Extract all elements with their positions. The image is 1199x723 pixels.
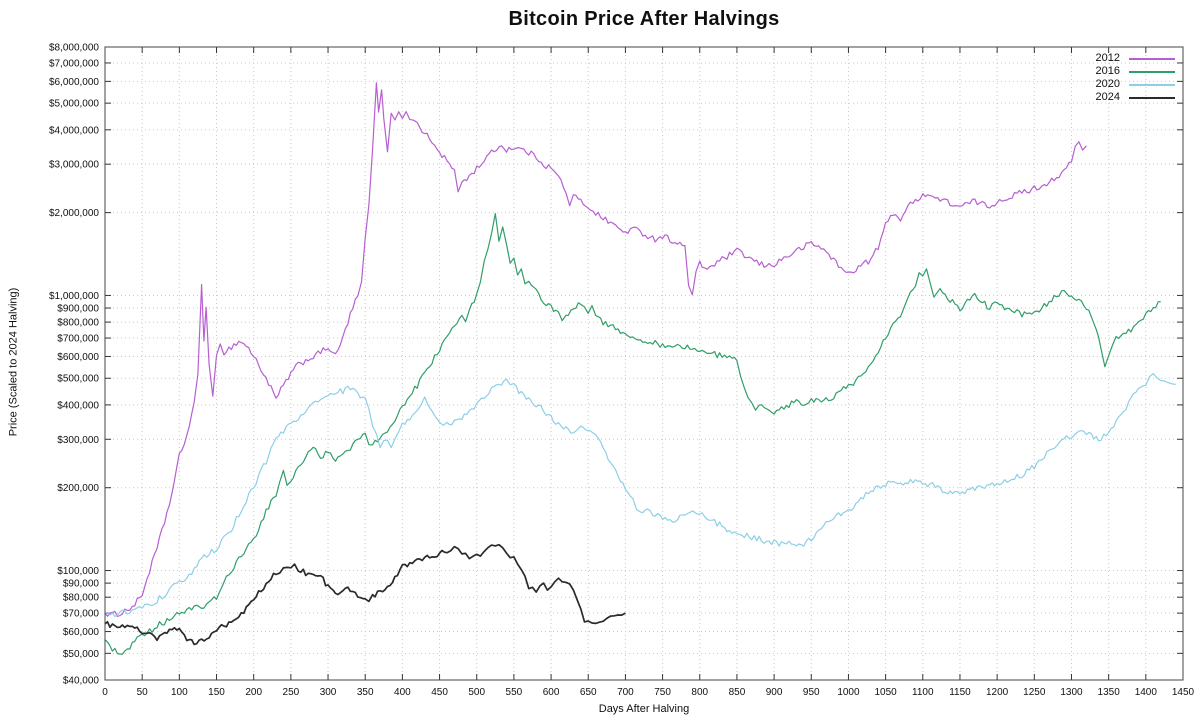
legend-label: 2020: [1095, 78, 1120, 90]
x-tick-label: 1300: [1060, 687, 1083, 698]
series-line-2012: [105, 82, 1087, 618]
y-tick-label: $80,000: [63, 593, 100, 604]
y-tick-label: $7,000,000: [49, 58, 99, 69]
x-tick-label: 100: [171, 687, 188, 698]
y-tick-label: $100,000: [57, 566, 99, 577]
x-tick-label: 1050: [874, 687, 897, 698]
chart-title: Bitcoin Price After Halvings: [508, 8, 780, 30]
y-tick-label: $300,000: [57, 435, 99, 446]
x-tick-label: 1150: [949, 687, 971, 698]
x-tick-label: 950: [803, 687, 820, 698]
series-line-2016: [105, 213, 1161, 655]
y-tick-label: $4,000,000: [49, 125, 99, 136]
x-tick-label: 250: [283, 687, 300, 698]
legend-line-sample: [1129, 70, 1175, 73]
legend-label: 2012: [1095, 52, 1120, 64]
x-tick-label: 150: [208, 687, 225, 698]
y-tick-label: $40,000: [63, 676, 100, 687]
legend-item-2016: 2016: [1096, 65, 1175, 78]
x-tick-label: 1350: [1098, 687, 1121, 698]
x-tick-label: 400: [394, 687, 411, 698]
plot-frame: [104, 46, 1184, 681]
y-tick-label: $3,000,000: [49, 160, 99, 171]
legend-line-sample: [1129, 57, 1175, 60]
y-tick-label: $500,000: [57, 374, 99, 385]
x-tick-label: 350: [357, 687, 374, 698]
legend-label: 2016: [1095, 65, 1120, 77]
x-tick-label: 700: [617, 687, 634, 698]
x-tick-label: 550: [506, 687, 523, 698]
y-tick-label: $900,000: [57, 304, 99, 315]
y-tick-label: $600,000: [57, 352, 99, 363]
y-tick-label: $60,000: [63, 627, 100, 638]
legend-label: 2024: [1095, 91, 1120, 103]
y-tick-label: $400,000: [57, 400, 99, 411]
y-tick-label: $70,000: [63, 609, 100, 620]
x-tick-label: 800: [691, 687, 708, 698]
x-tick-label: 1400: [1135, 687, 1158, 698]
y-tick-label: $700,000: [57, 334, 99, 345]
legend-line-sample: [1129, 83, 1175, 86]
y-tick-label: $50,000: [63, 649, 100, 660]
y-tick-label: $90,000: [63, 579, 100, 590]
x-tick-label: 600: [543, 687, 560, 698]
legend: 2012 2016 2020 2024: [1096, 52, 1175, 104]
x-tick-label: 500: [468, 687, 485, 698]
x-tick-label: 900: [766, 687, 783, 698]
y-tick-label: $8,000,000: [49, 43, 99, 54]
series-line-2020: [105, 373, 1176, 618]
x-axis-label: Days After Halving: [598, 703, 690, 715]
legend-item-2020: 2020: [1096, 78, 1175, 91]
x-tick-label: 1200: [986, 687, 1009, 698]
y-axis-label-wrap: Price (Scaled to 2024 Halving): [2, 0, 24, 723]
y-tick-label: $1,000,000: [49, 291, 99, 302]
x-tick-label: 200: [245, 687, 262, 698]
x-tick-label: 850: [729, 687, 746, 698]
y-axis-label: Price (Scaled to 2024 Halving): [7, 287, 20, 436]
grid-lines: [104, 46, 1184, 681]
x-tick-label: 650: [580, 687, 597, 698]
y-tick-label: $5,000,000: [49, 99, 99, 110]
x-tick-label: 1000: [837, 687, 860, 698]
y-tick-label: $6,000,000: [49, 77, 99, 88]
series-line-2024: [105, 543, 626, 646]
x-tick-label: 1250: [1023, 687, 1046, 698]
x-tick-label: 450: [431, 687, 448, 698]
x-tick-label: 50: [137, 687, 149, 698]
x-tick-label: 300: [320, 687, 337, 698]
legend-item-2024: 2024: [1096, 91, 1175, 104]
y-tick-label: $200,000: [57, 483, 99, 494]
series-lines: [105, 82, 1176, 655]
x-tick-label: 750: [654, 687, 671, 698]
tick-marks: [104, 46, 1184, 681]
x-tick-label: 0: [102, 687, 108, 698]
x-tick-label: 1100: [912, 687, 934, 698]
legend-item-2012: 2012: [1096, 52, 1175, 65]
tick-labels: 0 50 100 150 200 250 300 350 400 450 500 550 600 650 7…: [49, 43, 1195, 699]
y-tick-label: $800,000: [57, 318, 99, 329]
legend-line-sample: [1129, 96, 1175, 99]
y-tick-label: $2,000,000: [49, 208, 99, 219]
x-tick-label: 1450: [1172, 687, 1195, 698]
